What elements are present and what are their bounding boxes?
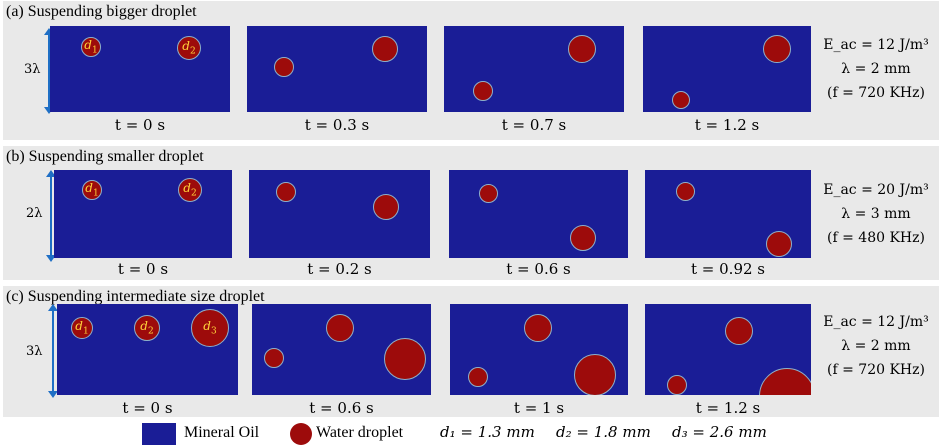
row-c-panel-3 — [450, 304, 628, 395]
droplet — [667, 375, 687, 395]
row-b-panel-4 — [645, 170, 811, 258]
row-b-time-2: t = 0.2 s — [307, 260, 372, 278]
droplet-d1-label: d1 — [85, 181, 99, 199]
row-a-panel-2 — [247, 26, 427, 112]
droplet — [725, 317, 753, 345]
row-b-params: E_ac = 20 J/m³ λ = 3 mm (f = 480 KHz) — [812, 178, 940, 250]
row-a-param-frequency: (f = 720 KHz) — [827, 85, 925, 101]
droplet — [766, 231, 792, 257]
row-c-param-frequency: (f = 720 KHz) — [827, 362, 925, 378]
droplet — [326, 314, 354, 342]
droplet-d2: d2 — [178, 178, 202, 202]
row-a-params: E_ac = 12 J/m³ λ = 2 mm (f = 720 KHz) — [812, 33, 940, 105]
droplet-d1: d1 — [71, 317, 93, 339]
legend-d3: d₃ = 2.6 mm — [672, 423, 767, 441]
row-b-title: (b) Suspending smaller droplet — [6, 148, 204, 165]
row-b-param-lambda: λ = 3 mm — [841, 206, 911, 222]
droplet-d1-label: d1 — [84, 38, 98, 56]
row-a-param-energy: E_ac = 12 J/m³ — [823, 37, 929, 53]
row-b-panel-1: d1 d2 — [54, 170, 232, 258]
droplet — [373, 194, 399, 220]
droplet — [264, 348, 284, 368]
droplet-d3-label: d3 — [203, 319, 217, 337]
row-b-param-energy: E_ac = 20 J/m³ — [823, 182, 929, 198]
row-a-scale-label: 3λ — [24, 62, 41, 77]
droplet-d2: d2 — [134, 315, 160, 341]
droplet — [372, 36, 398, 62]
droplet — [672, 91, 690, 109]
droplet — [524, 314, 552, 342]
row-b-panel-2 — [249, 170, 430, 258]
droplet — [574, 354, 616, 395]
droplet-d2-label: d2 — [140, 319, 154, 337]
row-b-time-1: t = 0 s — [117, 260, 169, 278]
droplet — [479, 184, 498, 203]
row-c-param-energy: E_ac = 12 J/m³ — [823, 314, 929, 330]
droplet — [763, 35, 791, 63]
row-a-param-lambda: λ = 2 mm — [841, 61, 911, 77]
droplet-d1: d1 — [82, 180, 102, 200]
droplet — [473, 81, 493, 101]
legend-water-swatch — [290, 423, 312, 445]
row-a-panel-3 — [444, 26, 624, 112]
row-c-time-4: t = 1.2 s — [695, 399, 761, 417]
row-c-params: E_ac = 12 J/m³ λ = 2 mm (f = 720 KHz) — [812, 310, 940, 382]
row-c-panel-4 — [645, 304, 811, 395]
row-b-time-3: t = 0.6 s — [506, 260, 571, 278]
legend: Mineral Oil Water droplet d₁ = 1.3 mm d₂… — [0, 421, 941, 447]
row-c-scale-label: 3λ — [26, 344, 43, 359]
row-c-time-1: t = 0 s — [122, 399, 173, 417]
legend-d2: d₂ = 1.8 mm — [556, 423, 651, 441]
legend-oil-swatch — [142, 423, 176, 445]
row-b-panel-3 — [449, 170, 628, 258]
legend-water-label: Water droplet — [316, 424, 404, 441]
droplet — [676, 182, 695, 201]
droplet — [274, 57, 294, 77]
row-a-panel-4 — [643, 26, 811, 112]
legend-d1: d₁ = 1.3 mm — [440, 423, 535, 441]
droplet-d2: d2 — [177, 36, 201, 60]
row-a-panel-1: d1 d2 — [50, 26, 230, 112]
droplet — [759, 368, 811, 395]
row-b-time-4: t = 0.92 s — [691, 260, 765, 278]
row-a-scale-arrow — [44, 28, 54, 114]
row-b-param-frequency: (f = 480 KHz) — [827, 230, 925, 246]
droplet — [570, 225, 596, 251]
legend-oil-label: Mineral Oil — [184, 424, 260, 441]
row-c-param-lambda: λ = 2 mm — [841, 338, 911, 354]
row-c-time-2: t = 0.6 s — [309, 399, 374, 417]
droplet-d1-label: d1 — [75, 319, 89, 337]
droplet-d2-label: d2 — [182, 39, 196, 57]
row-c-title: (c) Suspending intermediate size droplet — [6, 288, 265, 305]
row-b-scale-arrow — [46, 170, 56, 262]
row-a-time-2: t = 0.3 s — [304, 116, 370, 134]
row-c-scale-arrow — [48, 304, 58, 398]
row-b-scale-label: 2λ — [26, 206, 43, 221]
droplet — [568, 35, 596, 63]
row-c-panel-2 — [252, 304, 431, 395]
row-c-time-3: t = 1 s — [513, 399, 565, 417]
droplet-d1: d1 — [81, 37, 101, 57]
row-a-title: (a) Suspending bigger droplet — [6, 3, 197, 20]
droplet-d2-label: d2 — [183, 181, 197, 199]
droplet — [384, 338, 426, 380]
droplet-d3: d3 — [191, 309, 229, 347]
row-a-time-4: t = 1.2 s — [694, 116, 760, 134]
row-c-panel-1: d1 d2 d3 — [57, 304, 238, 395]
droplet — [468, 367, 488, 387]
row-a-time-3: t = 0.7 s — [501, 116, 567, 134]
row-a-time-1: t = 0 s — [114, 116, 166, 134]
droplet — [276, 182, 296, 202]
